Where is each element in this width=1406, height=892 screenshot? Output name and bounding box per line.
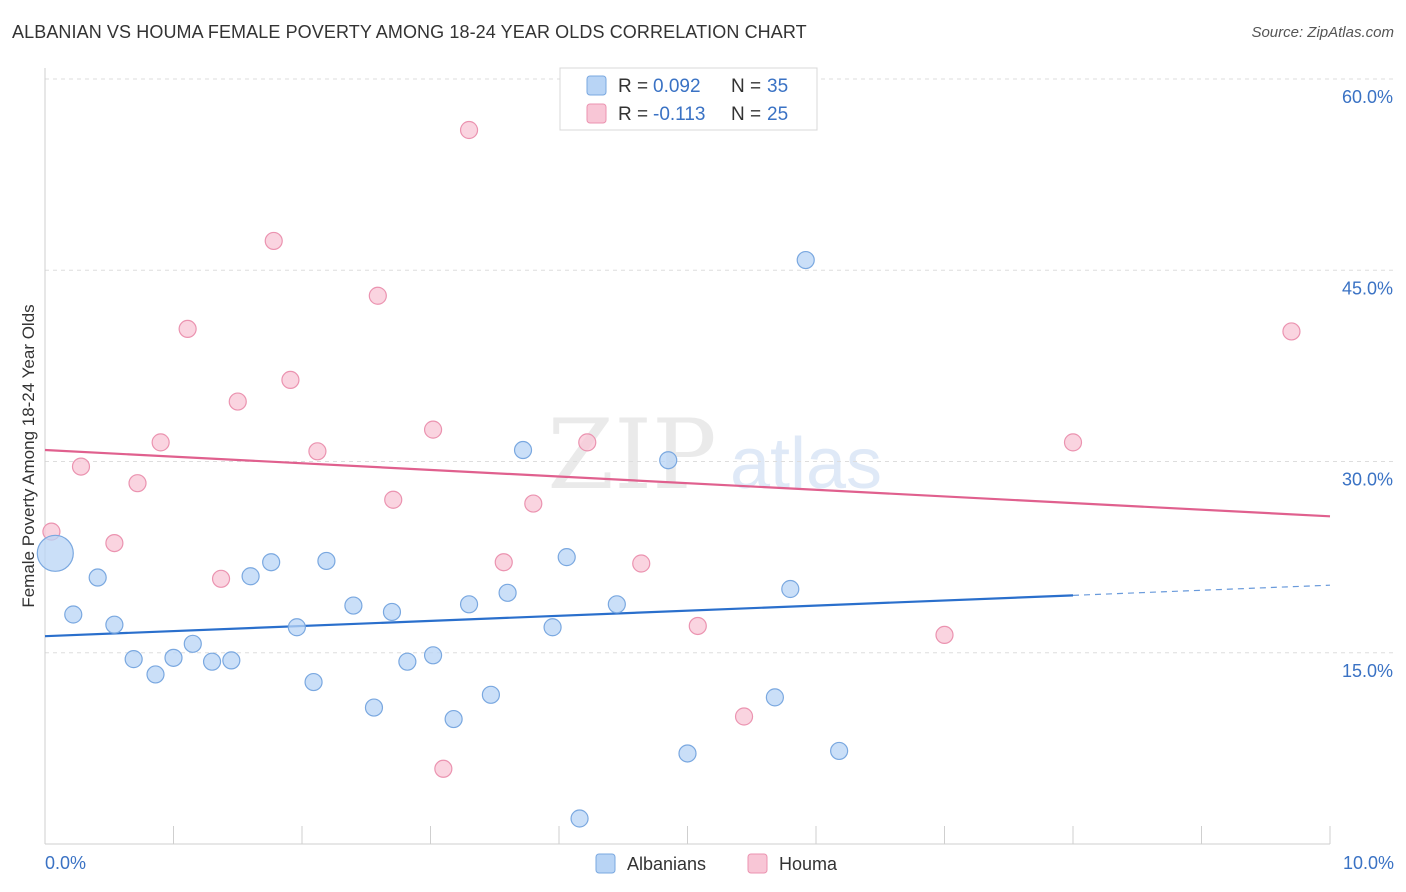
albanians-n-value: 35	[767, 76, 788, 97]
houma-point	[632, 554, 651, 573]
x-tick-label-max: 10.0%	[1343, 853, 1394, 873]
y-axis-title: Female Poverty Among 18-24 Year Olds	[19, 304, 38, 607]
houma-point	[459, 120, 479, 140]
legend-houma-label: Houma	[779, 854, 838, 874]
albanians-point	[241, 567, 260, 586]
albanians-trend-line	[44, 594, 1074, 638]
houma-point	[105, 533, 124, 553]
houma-point	[524, 494, 543, 513]
houma-point	[434, 759, 453, 778]
albanians-point	[659, 451, 678, 470]
houma-point	[211, 569, 231, 588]
houma-r-label: R =	[618, 104, 653, 125]
houma-point	[128, 474, 147, 493]
x-ticks	[44, 826, 1331, 844]
albanians-point	[36, 534, 74, 572]
albanians-point	[317, 551, 336, 571]
albanians-point	[146, 665, 165, 684]
watermark-zip: ZIP	[547, 399, 716, 511]
albanians-point	[796, 250, 815, 270]
houma-point	[1063, 433, 1083, 452]
chart-title: ALBANIAN VS HOUMA FEMALE POVERTY AMONG 1…	[12, 22, 807, 42]
albanians-point	[183, 634, 202, 653]
albanians-point	[382, 602, 402, 622]
albanians-point	[398, 652, 417, 671]
albanians-point	[423, 646, 443, 665]
albanians-point	[557, 548, 576, 567]
houma-n-label: N =	[731, 104, 766, 125]
y-tick-label: 30.0%	[1342, 470, 1393, 490]
albanians-point	[498, 583, 517, 602]
albanians-swatch	[586, 75, 607, 96]
houma-point	[368, 286, 387, 305]
legend-houma-swatch	[747, 853, 768, 874]
albanians-point	[481, 685, 500, 704]
houma-point	[1282, 322, 1301, 341]
albanians-point	[513, 440, 533, 460]
albanians-point	[64, 605, 83, 624]
houma-point	[228, 392, 247, 411]
houma-point	[423, 420, 443, 439]
houma-point	[688, 616, 707, 636]
series-legend: Albanians Houma	[595, 853, 838, 874]
legend-albanians-swatch	[595, 853, 616, 874]
houma-point	[578, 433, 597, 452]
houma-r-value: -0.113	[653, 104, 705, 125]
y-tick-labels: 15.0% 30.0% 45.0% 60.0%	[1342, 87, 1393, 681]
y-tick-label: 15.0%	[1342, 661, 1393, 681]
watermark-atlas: atlas	[730, 424, 882, 504]
houma-point	[494, 553, 513, 572]
albanians-point	[543, 618, 562, 637]
albanians-point	[124, 650, 143, 669]
albanians-point	[678, 744, 697, 763]
albanians-point	[88, 568, 107, 587]
albanians-point	[459, 595, 479, 614]
legend-albanians-label: Albanians	[627, 854, 706, 874]
houma-n-value: 25	[767, 104, 788, 125]
houma-point	[308, 442, 327, 461]
albanians-point	[444, 709, 463, 729]
houma-point	[281, 370, 300, 389]
houma-swatch	[586, 103, 607, 124]
albanians-point	[830, 741, 849, 761]
stats-legend: R = 0.092 N = 35 R = -0.113 N = 25	[559, 67, 818, 131]
data-points	[36, 120, 1301, 828]
houma-point	[935, 625, 954, 645]
houma-point	[71, 457, 91, 476]
albanians-point	[304, 672, 323, 692]
albanians-point	[765, 688, 784, 707]
albanians-point	[364, 698, 384, 717]
albanians-r-value: 0.092	[653, 76, 701, 97]
albanians-point	[344, 596, 363, 615]
albanians-point	[262, 553, 281, 572]
houma-point	[151, 433, 170, 452]
x-tick-label-min: 0.0%	[45, 853, 86, 873]
albanians-trend-extension	[1072, 584, 1331, 596]
albanians-point	[781, 579, 800, 599]
houma-point	[384, 490, 403, 509]
albanians-point	[202, 652, 222, 671]
houma-point	[264, 231, 283, 251]
y-tick-label: 60.0%	[1342, 87, 1393, 107]
houma-trend-line	[44, 448, 1331, 518]
albanians-r-label: R =	[618, 76, 653, 97]
houma-point	[734, 707, 754, 726]
source-credit: Source: ZipAtlas.com	[1251, 24, 1394, 41]
y-tick-label: 45.0%	[1342, 278, 1393, 298]
trend-lines	[44, 448, 1331, 638]
albanians-point	[287, 618, 306, 637]
albanians-n-label: N =	[731, 76, 766, 97]
albanians-point	[164, 648, 183, 667]
albanians-point	[570, 809, 589, 828]
gridlines	[45, 78, 1394, 654]
albanians-point	[607, 595, 626, 614]
houma-point	[178, 319, 197, 338]
albanians-point	[222, 651, 241, 670]
albanians-point	[105, 615, 124, 634]
